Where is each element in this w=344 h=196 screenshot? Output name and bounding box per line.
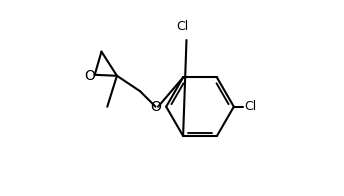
Text: O: O [84,69,95,83]
Text: O: O [150,100,161,114]
Text: Cl: Cl [176,20,189,33]
Text: Cl: Cl [245,100,257,113]
